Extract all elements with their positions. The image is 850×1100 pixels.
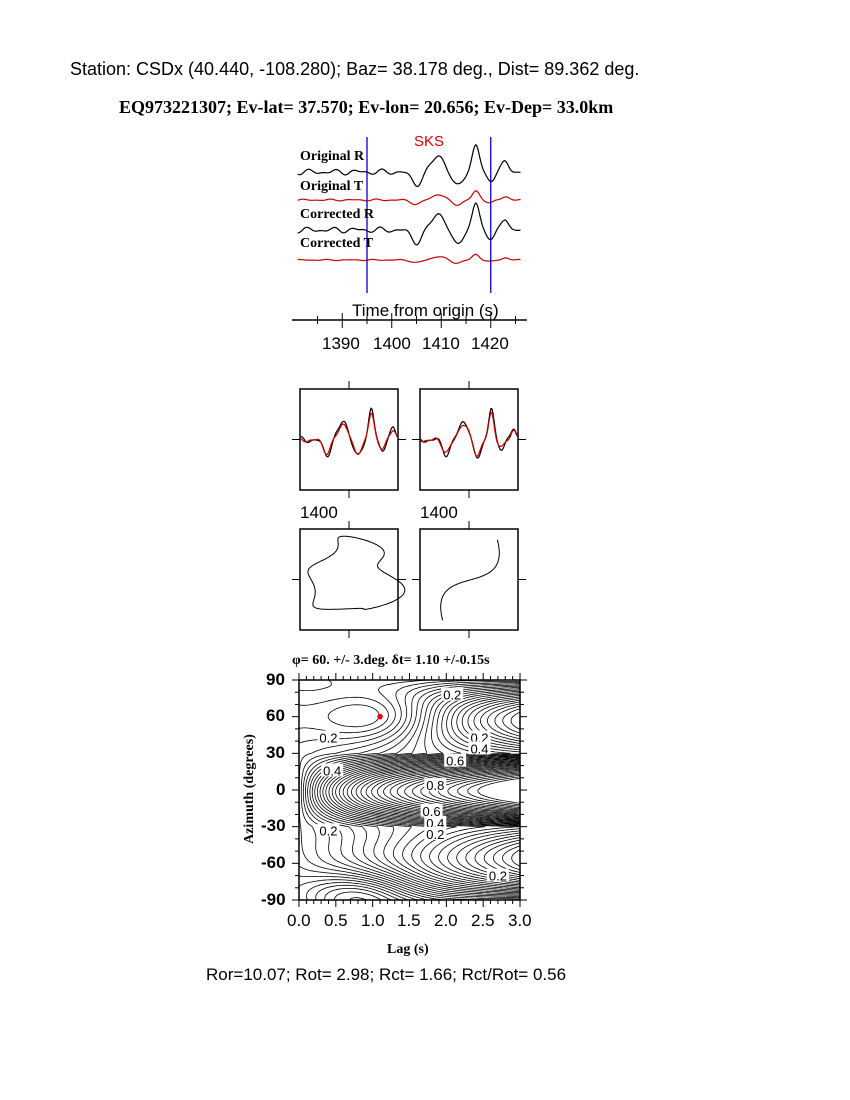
contour-label-bg [468,741,491,755]
y-tick-label: -90 [261,890,286,909]
y-tick-label: 90 [266,670,285,689]
contour-label-bg [420,803,443,817]
particle-motion-original [307,535,406,610]
contour-label-bg [468,730,491,744]
waveform-overlay [420,407,518,459]
contour-label-bg [424,816,447,829]
seismogram-trace-2 [297,202,521,246]
contour-label-bg [317,823,340,837]
tick-label-right: 1400 [420,503,458,522]
time-axis-label: Time from origin (s) [352,301,499,320]
contour-label: 0.6 [446,754,464,769]
trace-label: Corrected R [300,207,374,222]
trace-label: Original T [300,179,364,194]
x-tick-label: 1.0 [361,911,385,930]
waveform-overlay [420,411,518,458]
trace-label: Corrected T [300,236,373,251]
tick-label-left: 1400 [300,503,338,522]
contour-label: 0.2 [426,827,444,842]
contour-lines [298,679,521,901]
contour-label-bg [486,868,509,882]
contour-label: 0.4 [470,741,488,756]
x-tick-label: 3.0 [508,911,532,930]
x-tick-label: 0.5 [324,911,348,930]
seismogram-trace-0 [297,143,521,188]
phase-label: SKS [414,133,445,150]
best-fit-point [377,713,383,720]
y-tick-label: 60 [266,706,285,725]
y-tick-label: -60 [261,853,286,872]
y-tick-label: 0 [276,780,286,799]
x-tick-label: 2.5 [471,911,495,930]
x-tick-label: 0.0 [287,911,311,930]
x-tick-label: 1420 [471,334,509,353]
station-info: Station: CSDx (40.440, -108.280); Baz= 3… [70,59,640,79]
contour-label-bg [321,763,344,777]
x-tick-label: 1.5 [397,911,421,930]
x-tick-label: 1400 [373,334,411,353]
event-info: EQ973221307; Ev-lat= 37.570; Ev-lon= 20.… [119,97,614,117]
particle-motion-box-corrected [419,528,519,631]
y-axis-label: Azimuth (degrees) [242,734,257,844]
waveform-and-particle-motion-panels [292,381,526,638]
x-tick-label: 2.0 [434,911,458,930]
x-tick-label: 1390 [322,334,360,353]
contour-label-bg [317,730,340,744]
x-axis-label: Lag (s) [387,942,429,957]
x-tick-label: 1410 [422,334,460,353]
y-tick-label: -30 [261,816,286,835]
seismogram-trace-3 [297,253,521,265]
contour-title: φ= 60. +/- 3.deg. δt= 1.10 +/-0.15s [292,653,490,668]
y-tick-label: 30 [266,743,285,762]
particle-motion-corrected [440,539,500,621]
particle-motion-box-original [299,528,399,631]
contour-label: 0.6 [423,804,441,819]
contour-label: 0.4 [323,763,341,778]
seismogram-trace-1 [297,190,521,207]
ratio-summary: Ror=10.07; Rot= 2.98; Rct= 1.66; Rct/Rot… [206,965,567,984]
trace-label: Original R [300,149,365,164]
contour-label-bg [441,687,464,701]
contour-label-bg [424,778,447,792]
contour-panel: 0.20.2 0.20.40.60.40.80.60.40.20.20.2 [292,673,527,907]
contour-label: 0.2 [319,823,337,838]
contour-label: 0.2 [489,869,507,884]
contour-label: 0.2 [319,730,337,745]
contour-label: 0.2 [443,688,461,703]
contour-label-bg [424,827,447,840]
waveform-overlay [300,412,398,456]
seismogram-panel [292,137,527,328]
contour-label-bg [444,753,467,767]
contour-label: 0.8 [426,778,444,793]
